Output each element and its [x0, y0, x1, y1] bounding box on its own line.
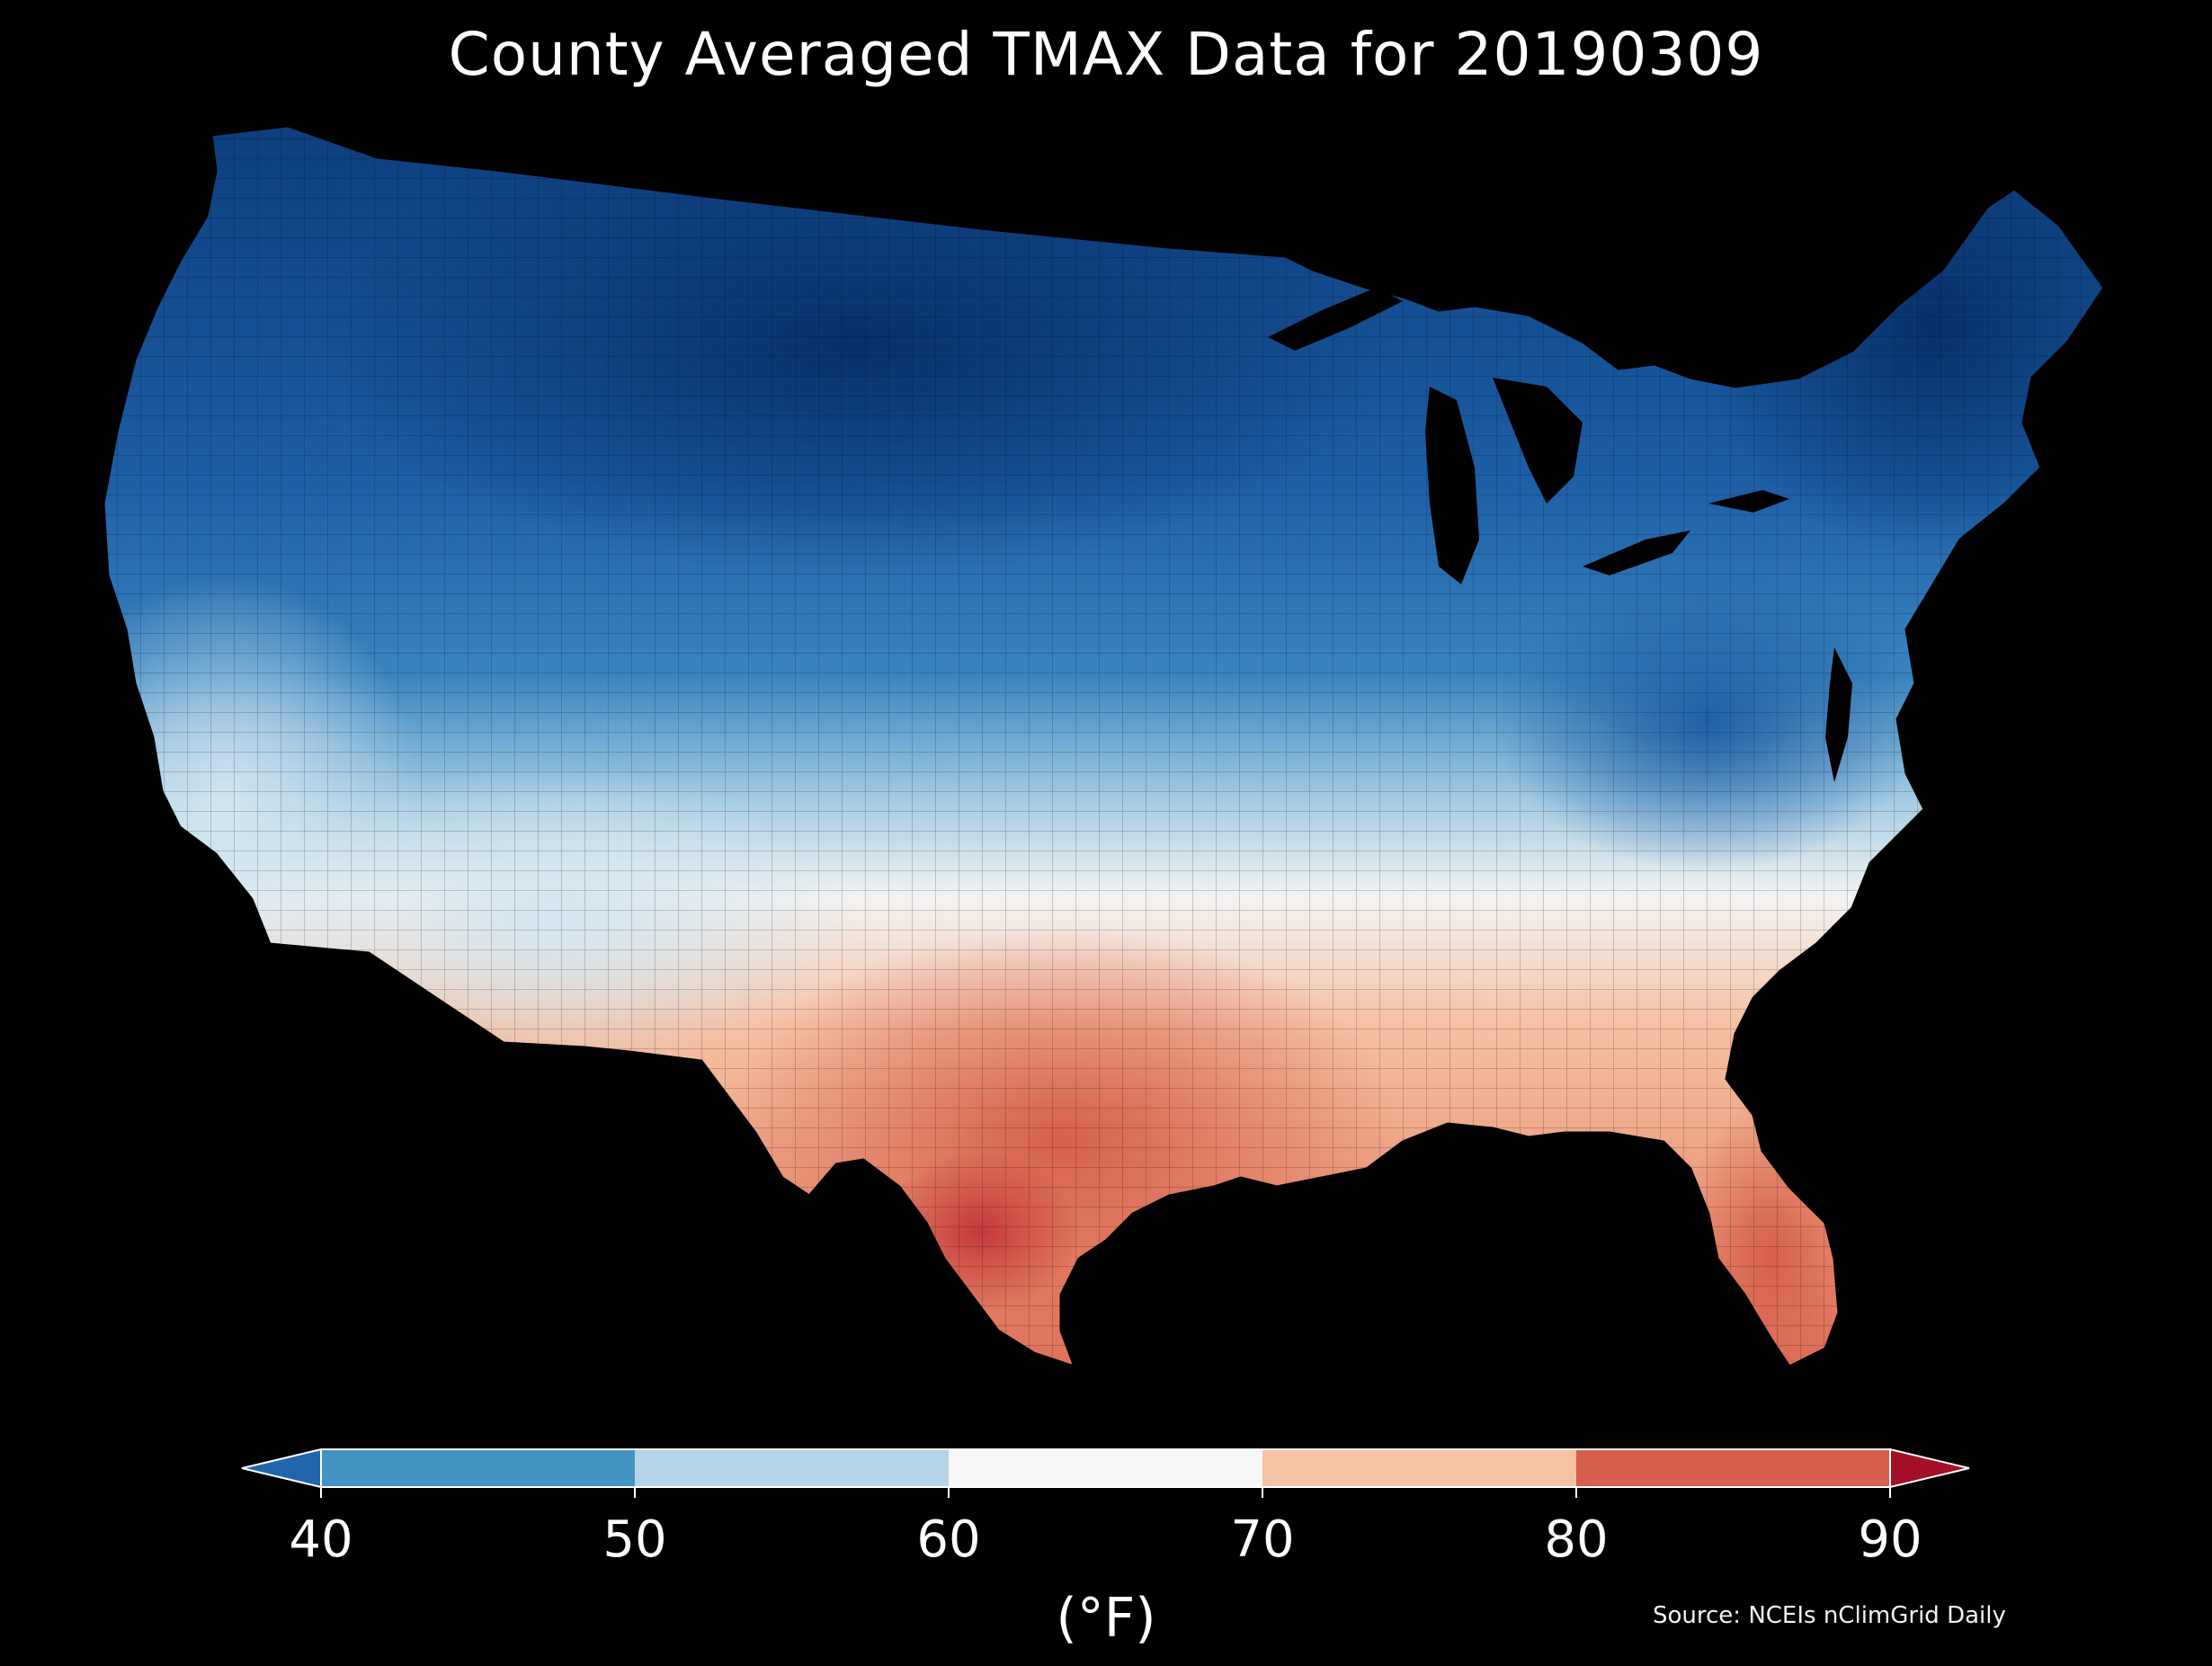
lake-huron: [1493, 378, 1583, 503]
colorbar-bin-70-80: [1262, 1449, 1576, 1487]
lake-michigan: [1425, 387, 1479, 584]
colorbar-outline: [320, 1448, 1891, 1488]
lake-erie: [1583, 530, 1690, 575]
colorbar-bin-below-40: [241, 1448, 322, 1489]
colorbar-bin-50-60: [635, 1449, 949, 1487]
colorbar-tick-50: 50: [602, 1510, 667, 1569]
colorbar-bin-80-90: [1576, 1449, 1890, 1487]
colorbar-tick-40: 40: [289, 1510, 353, 1569]
colorbar-bin-60-70: [949, 1449, 1262, 1487]
colorbar-tick-90: 90: [1858, 1510, 1922, 1569]
chesapeake-bay: [1825, 647, 1852, 782]
colorbar-tick-80: 80: [1544, 1510, 1609, 1569]
lake-ontario: [1708, 490, 1789, 512]
colorbar-bin-above-90: [1889, 1448, 1970, 1489]
colorbar-tick-70: 70: [1230, 1510, 1295, 1569]
source-credit: Source: NCEIs nClimGrid Daily: [1653, 1602, 2006, 1629]
map-title: County Averaged TMAX Data for 20190309: [448, 20, 1764, 89]
lake-superior: [1268, 288, 1403, 351]
colorbar-tick-60: 60: [916, 1510, 981, 1569]
colorbar-bin-40-50: [321, 1449, 635, 1487]
colorbar-unit-label: (°F): [1056, 1587, 1156, 1650]
